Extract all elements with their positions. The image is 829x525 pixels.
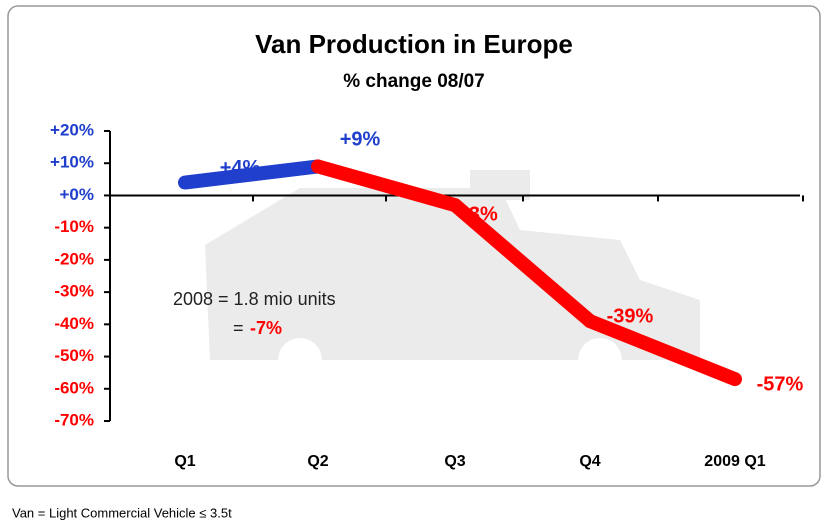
data-label: +9%	[340, 129, 381, 151]
line-segment	[311, 159, 462, 213]
y-tick-label: -30%	[54, 282, 94, 301]
truck-wheels	[278, 338, 622, 382]
y-tick-label: +20%	[50, 120, 94, 139]
x-tick-label: Q2	[307, 453, 328, 470]
y-tick-label: -50%	[54, 346, 94, 365]
chart-title: Van Production in Europe	[255, 29, 573, 59]
y-tick-label: -60%	[54, 378, 94, 397]
x-tick-label: Q4	[579, 453, 600, 470]
x-tick-label: Q1	[174, 453, 195, 470]
line-segment	[178, 159, 325, 190]
line-segment	[448, 198, 597, 329]
y-tick-label: -70%	[54, 410, 94, 429]
annotation-value: -7%	[250, 318, 282, 338]
data-label: -57%	[757, 373, 804, 395]
data-label: -3%	[462, 203, 498, 225]
x-tick-label: Q3	[444, 453, 465, 470]
data-label: +4%	[220, 157, 261, 179]
y-tick-label: +0%	[60, 185, 95, 204]
footnote: Van = Light Commercial Vehicle ≤ 3.5t	[12, 505, 232, 520]
line-segment	[583, 314, 742, 387]
annotation: 2008 = 1.8 mio units	[173, 289, 336, 309]
y-tick-label: +10%	[50, 153, 94, 172]
y-tick-label: -40%	[54, 314, 94, 333]
x-tick-label: 2009 Q1	[704, 453, 765, 470]
data-label: -39%	[607, 305, 654, 327]
annotation-equals: =	[233, 318, 244, 338]
y-tick-label: -20%	[54, 249, 94, 268]
chart-subtitle: % change 08/07	[343, 71, 485, 92]
y-tick-label: -10%	[54, 217, 94, 236]
